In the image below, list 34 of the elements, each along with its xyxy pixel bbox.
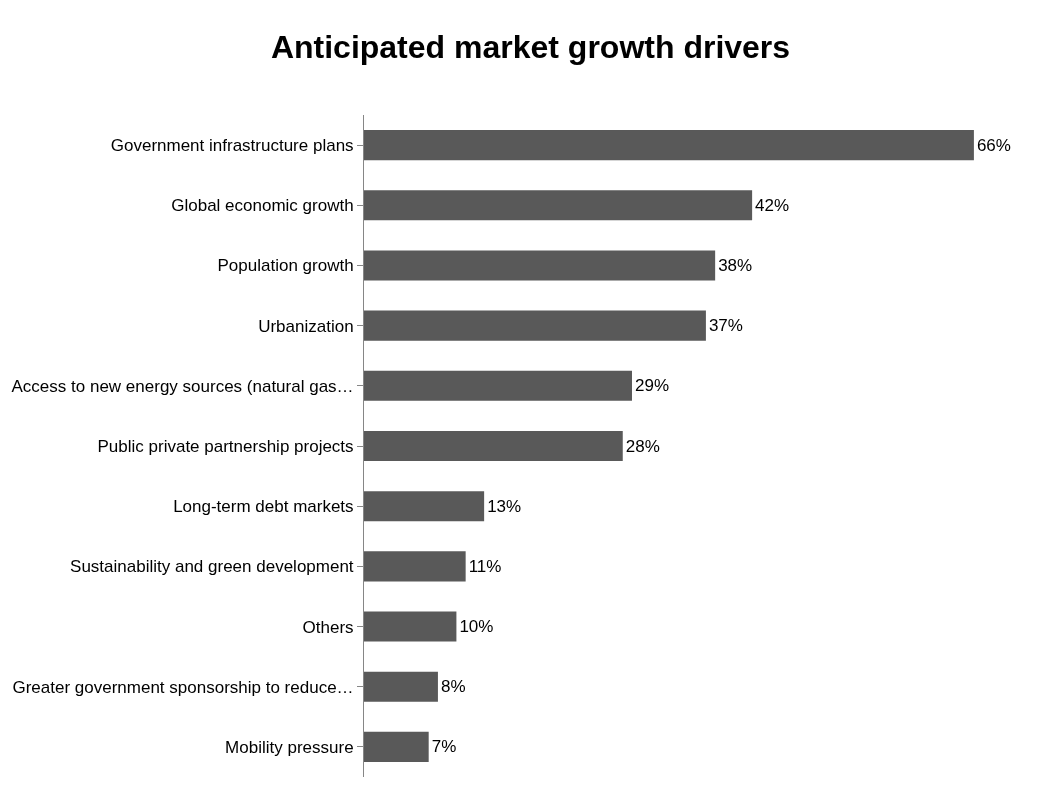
- bar: [364, 671, 438, 702]
- y-tick-label: Public private partnership projects: [97, 436, 354, 456]
- bar: [364, 190, 753, 221]
- data-label: 28%: [625, 436, 660, 456]
- y-tick-label: Population growth: [217, 256, 354, 276]
- data-label: 37%: [708, 316, 743, 336]
- data-label: 42%: [755, 195, 790, 215]
- bar: [364, 551, 466, 582]
- data-label: 38%: [718, 255, 753, 275]
- y-tick-label: Global economic growth: [171, 196, 354, 216]
- data-label: 8%: [440, 677, 466, 697]
- bar: [364, 130, 974, 161]
- y-tick-label: Others: [302, 617, 354, 637]
- y-tick-label: Mobility pressure: [225, 737, 354, 757]
- data-label: 66%: [976, 135, 1011, 155]
- bar: [364, 310, 706, 341]
- data-label: 13%: [487, 496, 522, 516]
- bar: [364, 430, 623, 462]
- chart-title: Anticipated market growth drivers: [270, 29, 791, 66]
- bar: [364, 370, 632, 401]
- data-label: 10%: [459, 617, 494, 637]
- y-tick-label: Government infrastructure plans: [110, 136, 354, 156]
- y-tick-label: Sustainability and green development: [70, 557, 354, 577]
- bar: [364, 491, 485, 522]
- bar: [364, 250, 716, 281]
- data-label: 7%: [431, 737, 457, 757]
- bar: [364, 731, 429, 762]
- y-tick-label: Greater government sponsorship to reduce…: [12, 677, 354, 697]
- y-tick-label: Urbanization: [258, 316, 354, 336]
- data-label: 29%: [634, 376, 670, 396]
- y-tick-label: Long-term debt markets: [173, 497, 354, 517]
- bar: [364, 611, 457, 642]
- y-tick-label: Access to new energy sources (natural gas…: [11, 376, 354, 396]
- data-label: 11%: [468, 556, 502, 576]
